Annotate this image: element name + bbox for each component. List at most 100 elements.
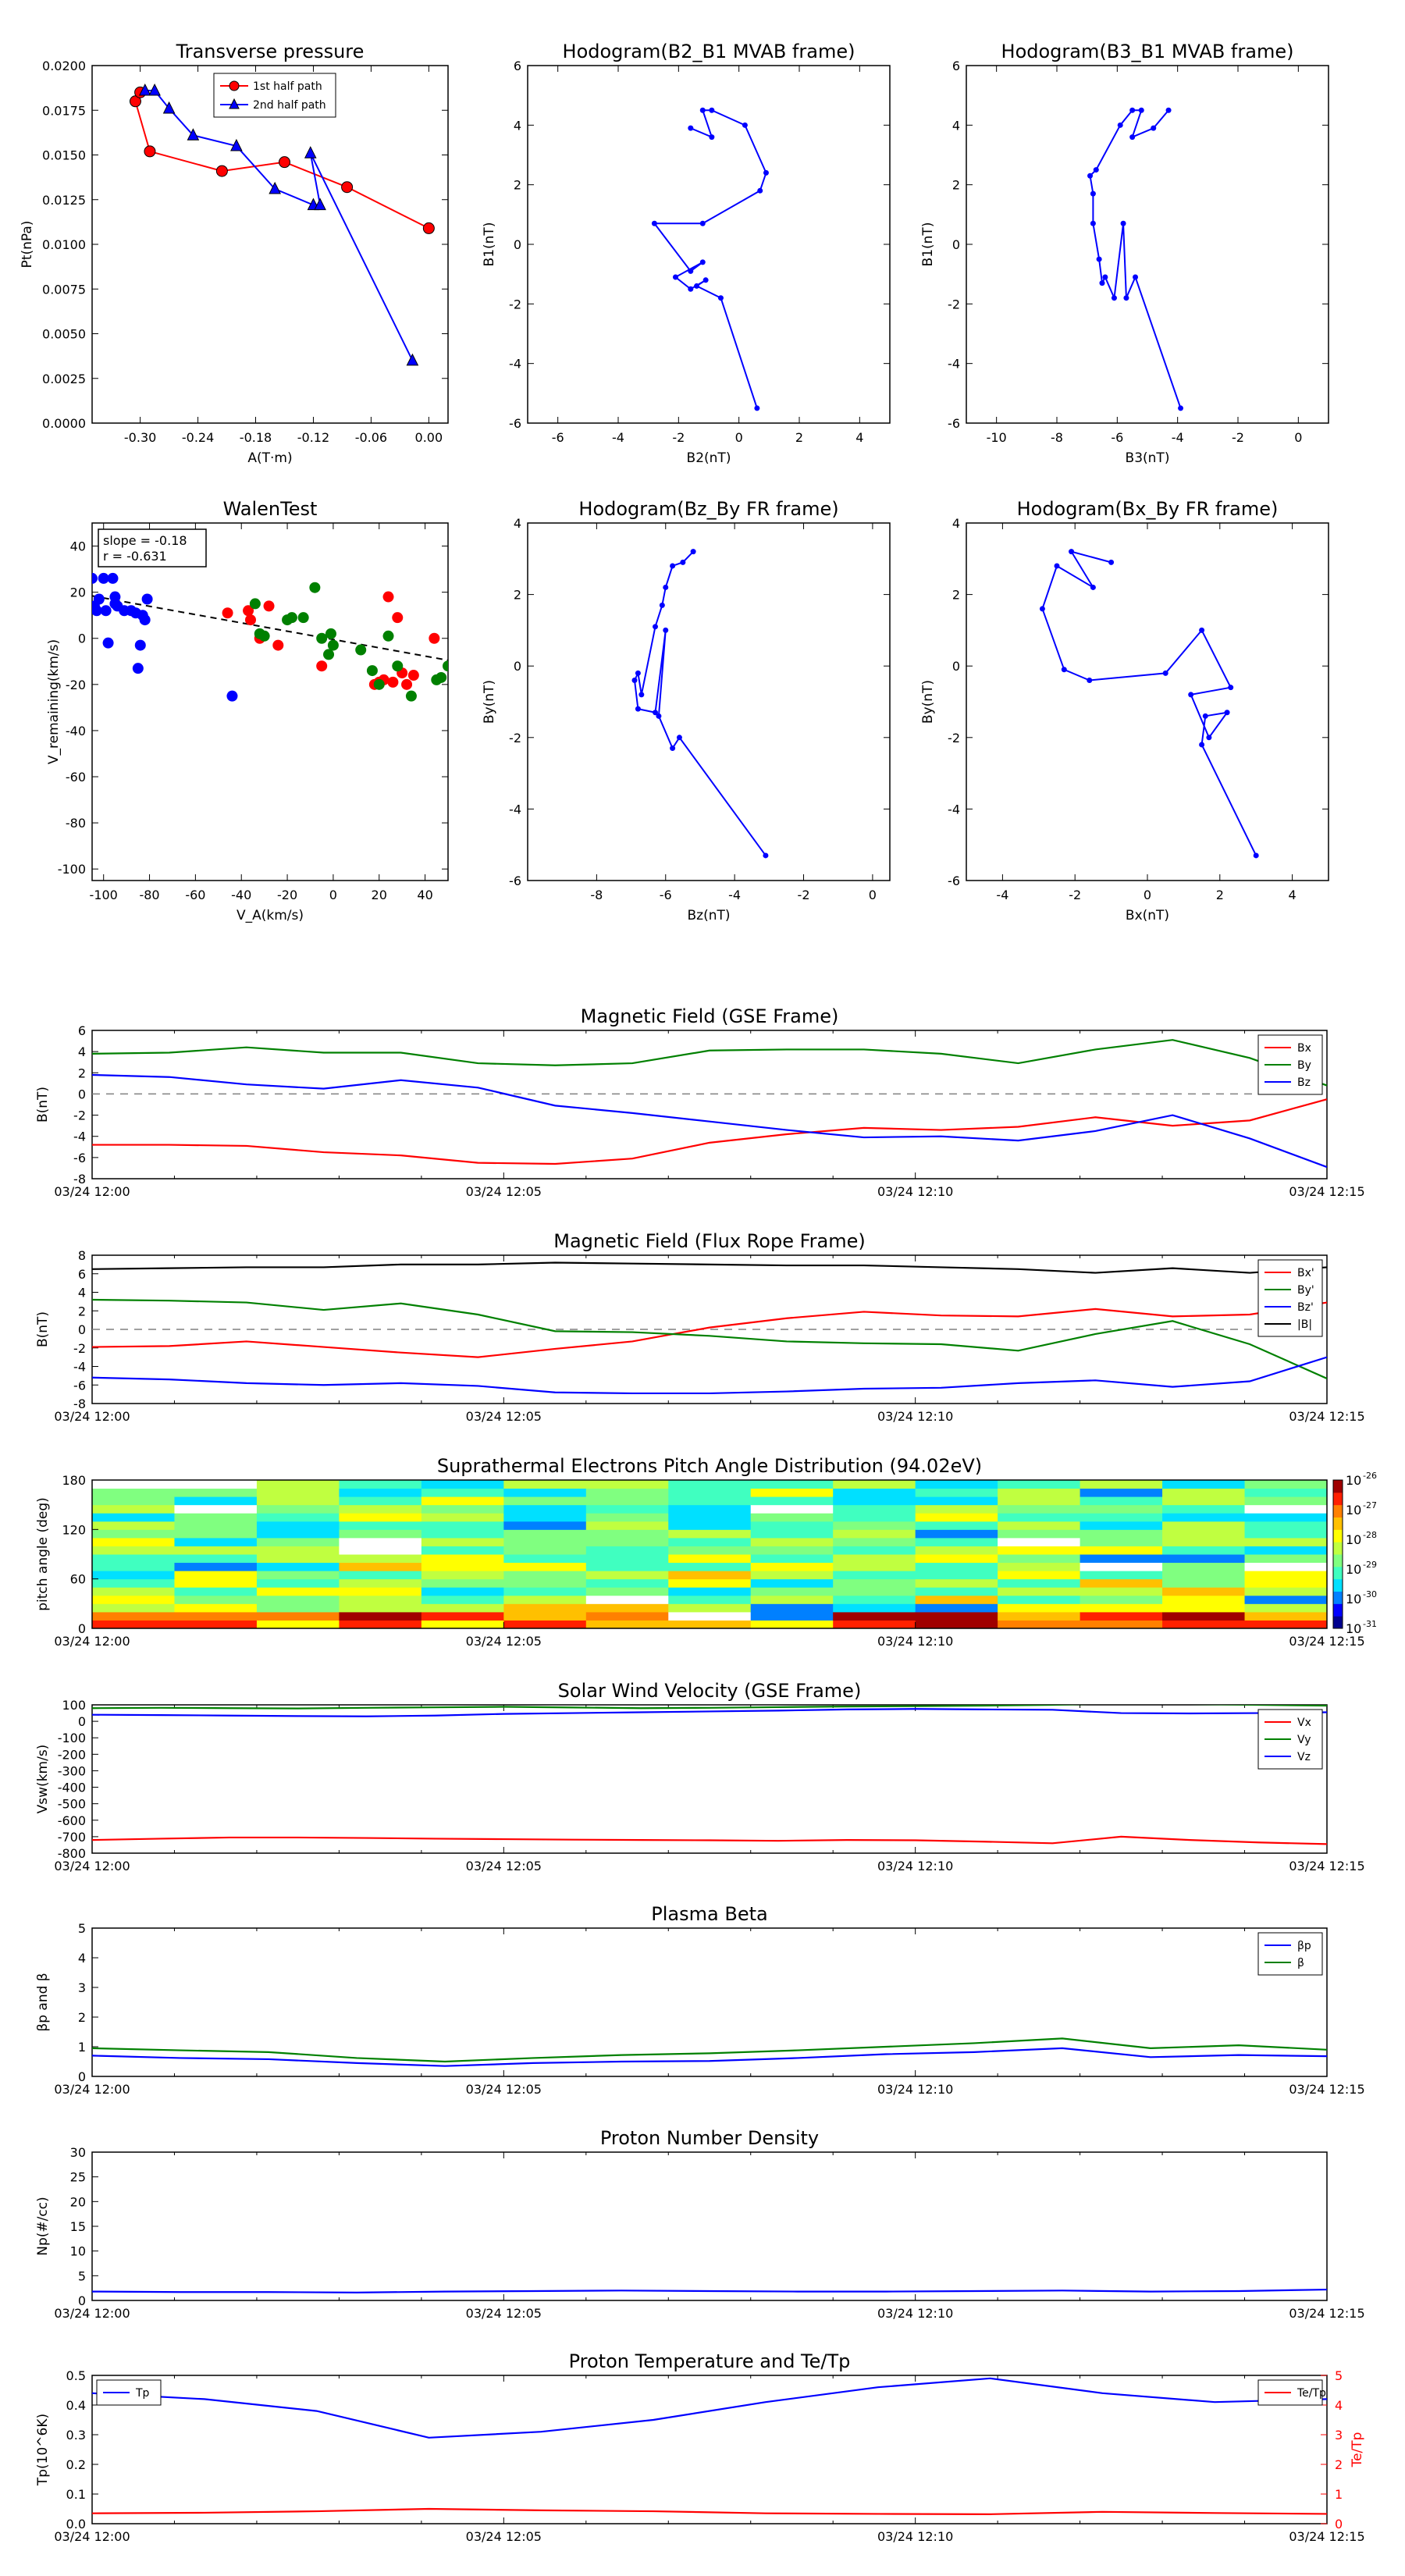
heatmap-cell <box>998 1521 1081 1530</box>
y-tick-label: 8 <box>78 1248 86 1263</box>
x-axis-label: Bx(nT) <box>1126 908 1169 923</box>
heatmap-cell <box>503 1554 587 1564</box>
heatmap-cell <box>503 1496 587 1506</box>
data-point <box>1090 584 1096 590</box>
heatmap-cell <box>585 1595 669 1604</box>
heatmap-cell <box>1080 1504 1163 1514</box>
y-tick-label: 2 <box>952 178 960 193</box>
data-point <box>690 549 696 555</box>
heatmap-cell <box>1162 1480 1246 1489</box>
heatmap-cell <box>1162 1578 1246 1588</box>
colorbar-segment <box>1333 1566 1343 1580</box>
heatmap-cell <box>256 1554 340 1564</box>
legend-marker <box>229 80 240 91</box>
x-tick-label: -4 <box>1172 430 1184 445</box>
chart-title: Hodogram(B2_B1 MVAB frame) <box>563 41 855 62</box>
legend-label: Tp <box>135 2387 150 2400</box>
data-point <box>1165 107 1172 113</box>
annotation-text: r = -0.631 <box>103 549 167 564</box>
y-axis-label: V_remaining(km/s) <box>46 639 62 764</box>
chart-4: Hodogram(Bz_By FR frame) -8 -6 -4 -2 0 -6 -4 -2 0… <box>482 498 891 923</box>
data-point <box>635 706 641 712</box>
heatmap-cell <box>1244 1562 1328 1571</box>
colorbar-tick-exponent: -29 <box>1363 1560 1377 1570</box>
data-point <box>243 605 254 617</box>
heatmap-cell <box>585 1504 669 1514</box>
y-tick-label: 0.4 <box>66 2398 86 2413</box>
heatmap-cell <box>668 1587 752 1596</box>
chart-title: Magnetic Field (GSE Frame) <box>581 1005 839 1027</box>
data-point <box>100 605 112 617</box>
y-tick-label: 0 <box>78 1087 86 1101</box>
chart-10: Plasma Beta 03/24 12:00 03/24 12:05 03/24 1… <box>35 1903 1365 2097</box>
heatmap-cell <box>92 1595 175 1604</box>
plot-area <box>1087 107 1184 411</box>
data-point <box>387 676 399 688</box>
x-tick-label: 40 <box>417 888 432 902</box>
data-point <box>392 660 404 672</box>
heatmap-cell <box>174 1620 258 1629</box>
legend: βp β <box>1257 1932 1323 1976</box>
heatmap-cell <box>339 1529 422 1539</box>
colorbar-tick-label: 10 <box>1346 1621 1361 1636</box>
heatmap-cell <box>998 1595 1081 1604</box>
y-tick-label: -6 <box>948 873 960 888</box>
heatmap-cell <box>92 1537 175 1546</box>
colorbar-segment <box>1333 1542 1343 1555</box>
heatmap-cell <box>421 1587 504 1596</box>
y-tick-label: -2 <box>948 731 960 745</box>
data-point <box>215 165 228 177</box>
heatmap-cell <box>833 1562 916 1571</box>
data-point <box>222 607 233 619</box>
heatmap-cell <box>1244 1554 1328 1564</box>
y-tick-label: -2 <box>73 1108 86 1123</box>
series-line-0 <box>653 109 767 409</box>
y-tick-label: -100 <box>58 862 86 877</box>
heatmap-cell <box>339 1562 422 1571</box>
x-tick-label: -6 <box>552 430 564 445</box>
data-point <box>659 602 665 608</box>
x-tick-label: -0.18 <box>240 430 272 445</box>
data-point <box>323 649 335 660</box>
heatmap-cell <box>668 1595 752 1604</box>
heatmap-cell <box>1162 1562 1246 1571</box>
data-point <box>366 665 378 677</box>
plot-area <box>651 107 769 411</box>
heatmap-cell <box>174 1587 258 1596</box>
series-line-2 <box>92 1356 1327 1395</box>
heatmap-cell <box>339 1587 422 1596</box>
colorbar-segment <box>1333 1480 1343 1493</box>
y-axis-label: pitch angle (deg) <box>35 1497 51 1611</box>
y-axis-label: B1(nT) <box>482 222 497 267</box>
data-point <box>1039 606 1045 612</box>
heatmap-cell <box>750 1496 834 1506</box>
y-tick-label: -8 <box>73 1172 86 1187</box>
y-tick-label: 60 <box>70 1572 86 1587</box>
y-tick-label: -4 <box>948 802 960 817</box>
heatmap-cell <box>256 1521 340 1530</box>
heatmap-cell <box>1244 1595 1328 1604</box>
heatmap-cell <box>92 1620 175 1629</box>
chart-title: Magnetic Field (Flux Rope Frame) <box>553 1230 865 1252</box>
y-tick-label: 0 <box>952 237 960 252</box>
legend: Te/Tp <box>1257 2379 1326 2406</box>
y-tick-label: -4 <box>73 1130 86 1144</box>
heatmap-cell <box>174 1578 258 1588</box>
data-point <box>672 274 678 280</box>
y-tick-label: -300 <box>58 1763 86 1778</box>
heatmap-cell <box>503 1562 587 1571</box>
heatmap-cell <box>256 1488 340 1497</box>
data-point <box>663 627 669 633</box>
y-tick-label: -4 <box>73 1360 86 1375</box>
data-point <box>638 692 645 698</box>
data-point <box>1206 735 1212 741</box>
heatmap-cell <box>750 1587 834 1596</box>
data-point <box>278 156 290 169</box>
y-tick-label: -400 <box>58 1781 86 1795</box>
heatmap-cell <box>668 1513 752 1522</box>
heatmap-cell <box>1080 1554 1163 1564</box>
x-tick-label: -80 <box>139 888 159 902</box>
colorbar-segment <box>1333 1492 1343 1506</box>
y-tick-label: -2 <box>73 1341 86 1356</box>
legend-box <box>1257 1932 1323 1976</box>
